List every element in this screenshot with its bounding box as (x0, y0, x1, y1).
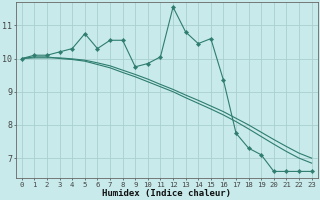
X-axis label: Humidex (Indice chaleur): Humidex (Indice chaleur) (102, 189, 231, 198)
